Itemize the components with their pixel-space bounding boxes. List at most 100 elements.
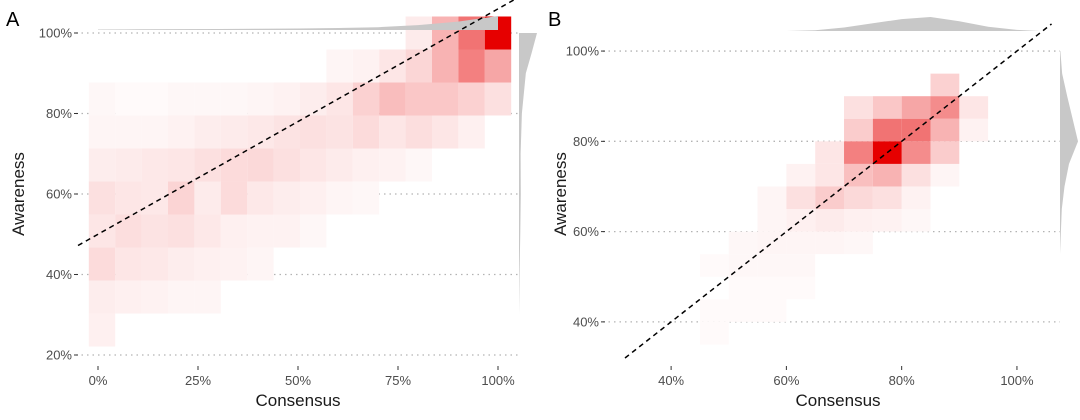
- panel-b-heatmap-cell: [901, 163, 931, 187]
- panel-a-heatmap-cell: [405, 148, 432, 182]
- panel-a-heatmap-cell: [326, 181, 353, 215]
- panel-a-heatmap-cell: [300, 82, 327, 116]
- panel-b-heatmap-cell: [786, 186, 816, 210]
- panel-a-heatmap-cell: [247, 148, 274, 182]
- panel-b-heatmap-cell: [699, 254, 729, 277]
- panel-b-heatmap-cell: [930, 141, 960, 164]
- panel-b-heatmap-cell: [959, 96, 989, 119]
- panel-a-heatmap-cell: [88, 247, 116, 281]
- panel-b-heatmap-cell: [930, 163, 960, 187]
- panel-a-heatmap-cell: [484, 49, 512, 83]
- panel-a-heatmap-cell: [141, 280, 168, 314]
- panel-b-heatmap-cell: [757, 186, 787, 210]
- panel-a-heatmap-cell: [88, 214, 116, 248]
- panel-a-heatmap-cell: [194, 115, 221, 149]
- panel-b-heatmap-cell: [844, 209, 873, 232]
- panel-b-heatmap-cell: [930, 73, 960, 97]
- panel-a-heatmap-cell: [168, 115, 195, 149]
- panel-b-heatmap-cell: [786, 163, 816, 187]
- panel-a-heatmap-cell: [141, 148, 168, 182]
- panel-b-heatmap-cell: [786, 276, 816, 300]
- panel-b-heatmap-cell: [872, 96, 902, 119]
- panel-b-top-density: [786, 17, 1040, 31]
- panel-b-heatmap-cell: [844, 186, 873, 210]
- panel-b-heatmap-cell: [844, 118, 873, 142]
- panel-b-heatmap-cell: [757, 276, 787, 300]
- panel-b-heatmap-cell: [786, 209, 816, 232]
- panel-b-y-tick-label: 40%: [573, 314, 599, 329]
- panel-a-heatmap-cell: [115, 181, 142, 215]
- panel-a-heatmap-cell: [115, 82, 142, 116]
- panel-a-heatmap-cell: [458, 49, 485, 83]
- panel-a-heatmap-cell: [352, 82, 380, 116]
- panel-b-y-tick-label: 100%: [566, 44, 600, 59]
- panel-a-right-density: [519, 33, 537, 315]
- panel-b-heatmap-cell: [844, 141, 873, 164]
- panel-a-heatmap-cell: [273, 115, 300, 149]
- panel-a-x-tick-label: 50%: [285, 373, 311, 388]
- panel-a-reference-line: [77, 0, 516, 247]
- panel-a-heatmap-cell: [115, 214, 142, 248]
- panel-b-heatmap-cell: [699, 321, 729, 345]
- panel-a-heatmap-cell: [379, 115, 406, 149]
- panel-a-heatmap-cell: [115, 280, 142, 314]
- panel-b-heatmap-cell: [844, 96, 873, 119]
- panel-a-heatmap-cell: [141, 115, 168, 149]
- panel-a-heatmap-cell: [220, 115, 248, 149]
- panel-a-heatmap-cell: [88, 280, 116, 314]
- panel-a-heatmap-cell: [300, 148, 327, 182]
- panel-a-heatmap-cell: [484, 82, 512, 116]
- panel-a-x-axis-label: Consensus: [255, 391, 340, 410]
- panel-a-heatmap-cell: [88, 148, 116, 182]
- panel-a-heatmap-cell: [141, 82, 168, 116]
- panel-b-heatmap-cell: [959, 118, 989, 142]
- panel-a-heatmap-cell: [88, 181, 116, 215]
- panel-a-heatmap-cell: [405, 16, 432, 50]
- panel-a-heatmap-cell: [141, 181, 168, 215]
- panel-a-heatmap-cell: [115, 247, 142, 281]
- panel-b-heatmap-cell: [901, 141, 931, 164]
- panel-b-heatmap-cell: [872, 186, 902, 210]
- panel-a-y-tick-label: 60%: [46, 187, 72, 202]
- panel-a-heatmap-cell: [194, 214, 221, 248]
- panel-b-heatmap-cell: [815, 163, 845, 187]
- panel-a-top-density: [98, 16, 498, 30]
- panel-b-heatmap-cell: [728, 254, 758, 277]
- panel-a: A Consensus Awareness 20% 40% 60% 80% 100% 0%…: [6, 0, 537, 410]
- panel-a-heatmap-cell: [141, 247, 168, 281]
- panel-a-heatmap-cell: [220, 214, 248, 248]
- panel-b-x-axis-label: Consensus: [795, 391, 880, 410]
- panel-b-heatmap-cell: [757, 209, 787, 232]
- panel-a-heatmap-cell: [432, 82, 459, 116]
- panel-a-heatmap-cell: [379, 82, 406, 116]
- panel-a-y-tick-label: 40%: [46, 267, 72, 282]
- panel-b-heatmap-cell: [844, 163, 873, 187]
- panel-b-heatmap-cell: [728, 299, 758, 322]
- panel-b-heatmap-cell: [901, 96, 931, 119]
- panel-b-y-tick-label: 60%: [573, 224, 599, 239]
- panel-b-x-tick-label: 80%: [889, 373, 915, 388]
- panel-a-heatmap-cell: [168, 82, 195, 116]
- panel-a-heatmap-cell: [458, 115, 485, 149]
- panel-b-x-tick-label: 60%: [773, 373, 799, 388]
- panel-a-heatmap-cell: [326, 82, 353, 116]
- panel-a-y-tick-label: 20%: [46, 348, 72, 363]
- panel-a-heatmap-cell: [352, 181, 380, 215]
- panel-a-heatmap-cell: [405, 49, 432, 83]
- panel-a-x-tick-label: 25%: [185, 373, 211, 388]
- panel-a-heatmap-cell: [220, 247, 248, 281]
- panel-a-heatmap-cell: [273, 181, 300, 215]
- panel-a-heatmap-cell: [273, 214, 300, 248]
- panel-a-heatmap-cell: [194, 247, 221, 281]
- panel-a-heatmap-cell: [168, 214, 195, 248]
- panel-a-heatmap-cell: [432, 115, 459, 149]
- panel-a-heatmap-cell: [141, 214, 168, 248]
- panel-b-heatmap-cell: [757, 299, 787, 322]
- panel-b-heatmap-cell: [872, 163, 902, 187]
- panel-b-heatmap-cell: [815, 186, 845, 210]
- panel-a-heatmap-cell: [352, 115, 380, 149]
- panel-a-heatmap-cell: [379, 148, 406, 182]
- panel-a-heatmap-cell: [273, 82, 300, 116]
- panel-a-heatmap-cell: [247, 214, 274, 248]
